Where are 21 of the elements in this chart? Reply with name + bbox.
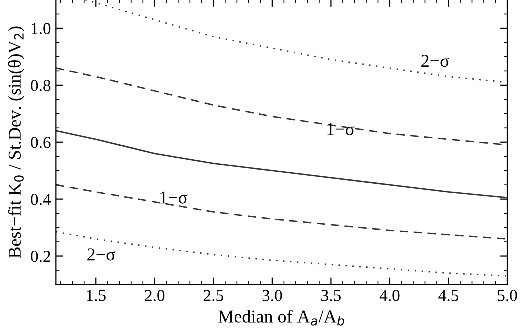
annotation: 2−σ bbox=[88, 248, 116, 261]
y-tick-label: 0.8 bbox=[31, 80, 51, 92]
line-series bbox=[56, 184, 508, 240]
x-tick-label: 5.0 bbox=[498, 290, 518, 302]
x-axis-title: Median of A$_{a}$/A$_{b}$ bbox=[218, 310, 344, 326]
annotation: 1−σ bbox=[328, 123, 355, 136]
x-tick-label: 3.5 bbox=[322, 290, 341, 302]
y-axis-title: Best−fit K$_{0}$ / St.Dev. (sin(θ)V$_{2}$) bbox=[8, 26, 25, 258]
y-tick-label: 1.0 bbox=[32, 23, 51, 34]
x-tick-label: 3.0 bbox=[262, 290, 282, 302]
y-tick-label: 0.4 bbox=[31, 194, 52, 206]
y-tick-label: 0.6 bbox=[31, 137, 51, 148]
line-series bbox=[56, 231, 508, 277]
x-tick-label: 1.5 bbox=[87, 290, 106, 302]
x-tick-label: 2.5 bbox=[204, 290, 224, 302]
x-tick-label: 4.0 bbox=[380, 290, 400, 302]
x-tick-label: 4.5 bbox=[438, 290, 459, 302]
y-tick-label: 0.2 bbox=[31, 250, 50, 262]
annotation: 2−σ bbox=[422, 55, 450, 68]
x-tick-label: 2.0 bbox=[145, 290, 165, 302]
annotation: 1−σ bbox=[160, 192, 188, 204]
